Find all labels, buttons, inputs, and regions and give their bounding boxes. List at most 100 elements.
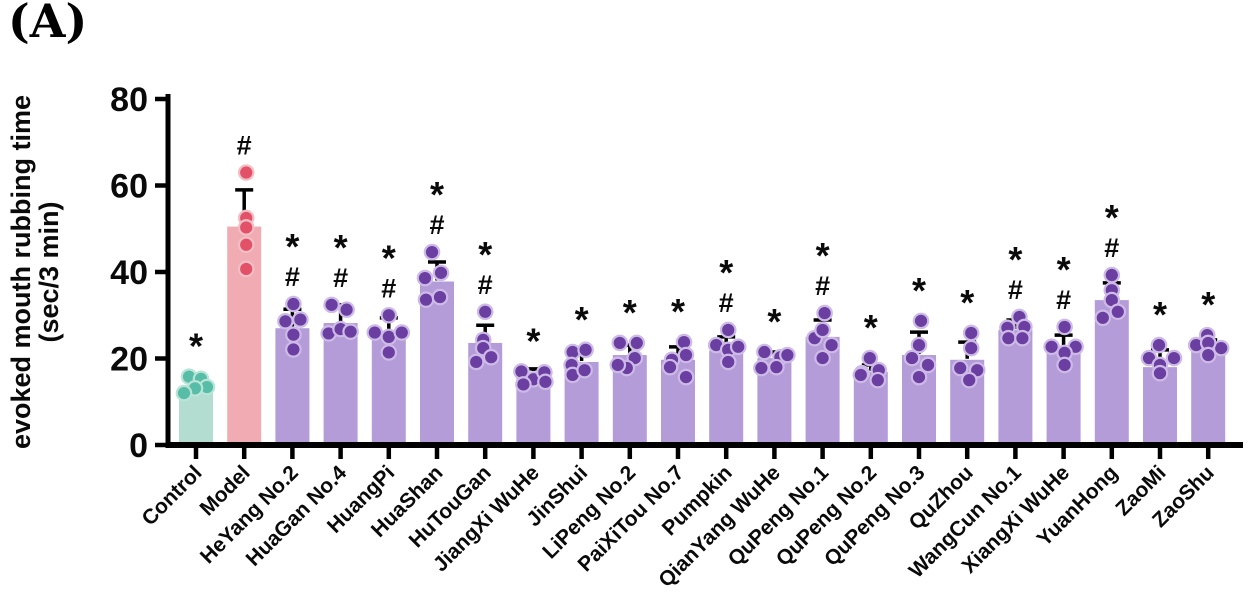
bar-group: * — [852, 307, 888, 447]
bar-group: * — [175, 326, 216, 447]
bar — [998, 329, 1033, 447]
data-point — [576, 361, 593, 379]
significance-marker: # — [333, 263, 348, 293]
significance-marker: # — [1104, 233, 1119, 263]
bar-group: * — [513, 320, 554, 447]
significance-marker: * — [285, 226, 299, 267]
data-point — [753, 359, 770, 377]
significance-marker: * — [671, 291, 685, 332]
significance-marker: * — [575, 299, 589, 340]
significance-marker: # — [815, 271, 830, 301]
data-point — [1094, 309, 1112, 327]
data-point — [432, 264, 450, 282]
bar-group: #* — [1043, 249, 1084, 447]
bar-group: * — [563, 299, 599, 447]
data-point — [1043, 338, 1060, 356]
y-tick-label: 0 — [129, 427, 148, 465]
data-point — [814, 321, 831, 339]
data-point — [1056, 356, 1073, 374]
data-point — [467, 353, 485, 371]
data-point — [628, 334, 646, 352]
data-point — [816, 304, 833, 322]
data-point — [416, 269, 434, 287]
significance-marker: * — [1201, 284, 1215, 325]
data-point — [537, 373, 554, 391]
bar-group: * — [609, 292, 647, 447]
significance-marker: * — [334, 227, 348, 268]
significance-marker: * — [430, 174, 444, 215]
y-axis-title: (sec/3 min) — [34, 201, 64, 342]
data-point — [417, 291, 435, 308]
data-point — [814, 349, 831, 367]
data-point — [912, 312, 930, 330]
data-point — [237, 260, 255, 278]
data-point — [910, 368, 928, 386]
data-point — [661, 358, 679, 376]
data-point — [342, 323, 359, 340]
data-point — [910, 336, 928, 354]
significance-marker: # — [478, 270, 493, 300]
bar-group: #* — [467, 234, 503, 447]
data-point — [380, 306, 398, 324]
data-point — [292, 311, 309, 328]
significance-marker: # — [381, 273, 396, 303]
data-point — [277, 313, 294, 330]
data-point — [768, 358, 785, 376]
bar-group: * — [902, 270, 937, 447]
data-point — [861, 349, 879, 367]
bar — [227, 226, 262, 447]
bar-group: #* — [707, 252, 747, 447]
significance-marker: * — [623, 292, 637, 333]
data-point — [237, 164, 255, 181]
bar-group: #* — [998, 239, 1033, 447]
significance-marker: * — [816, 235, 830, 276]
data-point — [366, 324, 384, 341]
data-point — [609, 356, 627, 374]
data-point — [677, 346, 695, 364]
significance-marker: * — [478, 234, 492, 275]
bar-group: * — [950, 282, 986, 447]
bar-group: #* — [1094, 197, 1129, 447]
data-point — [779, 346, 796, 364]
significance-marker: # — [1008, 275, 1023, 305]
significance-marker: # — [285, 262, 300, 292]
data-point — [175, 384, 193, 402]
y-axis-title: evoked mouth rubbing time — [6, 95, 36, 449]
x-category-label: Control — [137, 461, 206, 530]
bar-group: #* — [805, 235, 840, 447]
data-point — [719, 321, 737, 339]
significance-marker: * — [526, 320, 540, 361]
data-point — [423, 243, 441, 261]
significance-marker: * — [1153, 294, 1167, 335]
data-point — [960, 371, 978, 389]
data-point — [515, 376, 532, 393]
significance-marker: # — [429, 210, 444, 240]
data-point — [285, 295, 302, 313]
data-point — [903, 349, 921, 367]
significance-marker: * — [912, 270, 926, 311]
data-point — [823, 336, 840, 354]
data-point — [1199, 346, 1217, 364]
data-point — [729, 338, 747, 356]
bar — [420, 281, 454, 447]
data-point — [951, 359, 969, 377]
data-point — [1165, 349, 1183, 367]
data-point — [1150, 336, 1168, 354]
data-point — [962, 339, 980, 357]
data-point — [482, 348, 500, 366]
significance-marker: * — [719, 252, 733, 293]
data-point — [393, 324, 411, 341]
bar-group: * — [661, 291, 695, 447]
data-point — [285, 341, 302, 358]
data-point — [577, 341, 594, 359]
data-point — [1056, 318, 1073, 336]
data-point — [380, 344, 398, 361]
significance-marker: # — [1056, 285, 1071, 315]
bar-group: * — [1140, 294, 1183, 447]
bar-group: #* — [416, 174, 454, 447]
significance-marker: * — [1105, 197, 1119, 238]
data-point — [285, 326, 302, 344]
data-point — [1014, 329, 1031, 347]
